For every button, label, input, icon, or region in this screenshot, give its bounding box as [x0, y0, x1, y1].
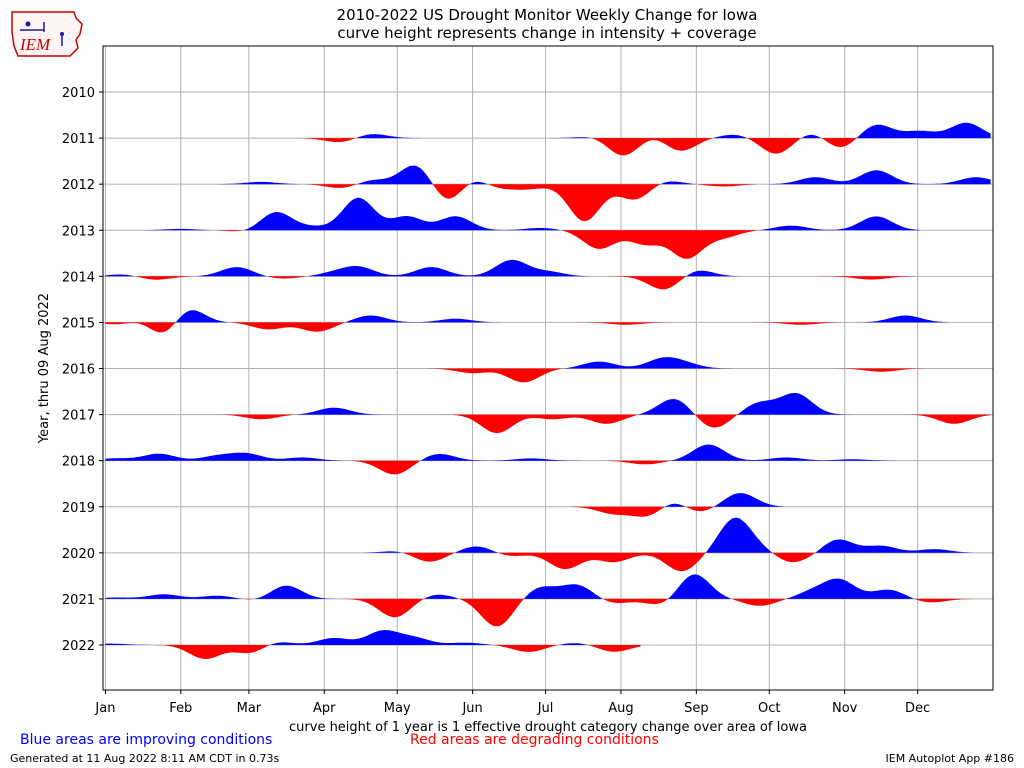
improving-area-2016 — [428, 357, 925, 369]
improving-area-2017 — [217, 393, 991, 415]
improving-area-2018 — [105, 444, 896, 461]
x-tick-label: Jun — [461, 701, 482, 716]
x-tick-label: Dec — [905, 701, 930, 716]
y-tick-label: 2020 — [62, 547, 95, 562]
logo-text: IEM — [19, 35, 51, 54]
x-tick-label: Oct — [758, 701, 780, 716]
degrading-note: Red areas are degrading conditions — [410, 732, 659, 748]
x-axis-label: curve height of 1 year is 1 effective dr… — [289, 720, 807, 735]
y-tick-label: 2013 — [62, 224, 95, 239]
x-tick-label: Aug — [608, 701, 633, 716]
y-tick-label: 2015 — [62, 316, 95, 331]
y-axis-label: Year, thru 09 Aug 2022 — [37, 293, 52, 444]
degrading-area-2012 — [217, 184, 991, 222]
chart-title: 2010-2022 US Drought Monitor Weekly Chan… — [337, 6, 758, 24]
degrading-area-2018 — [105, 460, 896, 475]
improving-area-2021 — [105, 574, 974, 599]
x-tick-label: May — [384, 701, 411, 716]
app-id: IEM Autoplot App #186 — [885, 752, 1015, 765]
y-tick-label: 2014 — [62, 270, 95, 285]
improving-area-2020 — [355, 517, 979, 553]
x-tick-label: Mar — [237, 701, 262, 716]
degrading-area-2017 — [217, 414, 991, 433]
y-tick-label: 2016 — [62, 363, 95, 378]
degrading-area-2013 — [137, 230, 920, 259]
x-tick-label: Feb — [169, 701, 192, 716]
degrading-area-2022 — [105, 645, 641, 659]
improving-area-2012 — [217, 165, 991, 185]
y-tick-label: 2010 — [62, 86, 95, 101]
improving-area-2013 — [137, 197, 920, 231]
degrading-area-2019 — [569, 506, 784, 517]
y-tick-labels: 2010 2011 2012 2013 2014 2015 2016 2017 2018 2019… — [62, 86, 103, 654]
degrading-area-2020 — [355, 552, 979, 572]
x-tick-label: Jul — [537, 701, 554, 716]
y-tick-label: 2022 — [62, 639, 95, 654]
improving-area-2014 — [105, 259, 916, 277]
degrading-area-2016 — [428, 368, 925, 383]
iem-logo: IEM — [8, 6, 86, 62]
degrading-area-2011 — [297, 138, 991, 156]
y-tick-label: 2018 — [62, 455, 95, 470]
x-tick-label: Jan — [94, 701, 115, 716]
improving-area-2011 — [297, 122, 991, 139]
improving-note: Blue areas are improving conditions — [20, 732, 273, 748]
improving-area-2019 — [569, 493, 784, 507]
y-tick-label: 2012 — [62, 178, 95, 193]
y-tick-label: 2021 — [62, 593, 95, 608]
x-tick-label: Sep — [684, 701, 709, 716]
degrading-area-2021 — [105, 598, 974, 627]
chart-subtitle: curve height represents change in intens… — [337, 24, 756, 42]
generated-timestamp: Generated at 11 Aug 2022 8:11 AM CDT in … — [10, 752, 280, 765]
y-tick-label: 2017 — [62, 409, 95, 424]
degrading-area-2015 — [105, 322, 950, 333]
improving-area-2015 — [105, 310, 950, 323]
x-tick-labels: Jan Feb Mar Apr May Jun Jul Aug Sep Oct Nov Dec — [94, 690, 930, 716]
y-tick-label: 2011 — [62, 132, 95, 147]
x-tick-label: Apr — [313, 701, 336, 716]
series-areas — [105, 122, 991, 659]
degrading-area-2014 — [105, 276, 916, 290]
improving-area-2022 — [105, 630, 641, 645]
x-tick-label: Nov — [832, 701, 858, 716]
y-tick-label: 2019 — [62, 501, 95, 516]
iowa-state-outline-icon: IEM — [11, 11, 83, 57]
